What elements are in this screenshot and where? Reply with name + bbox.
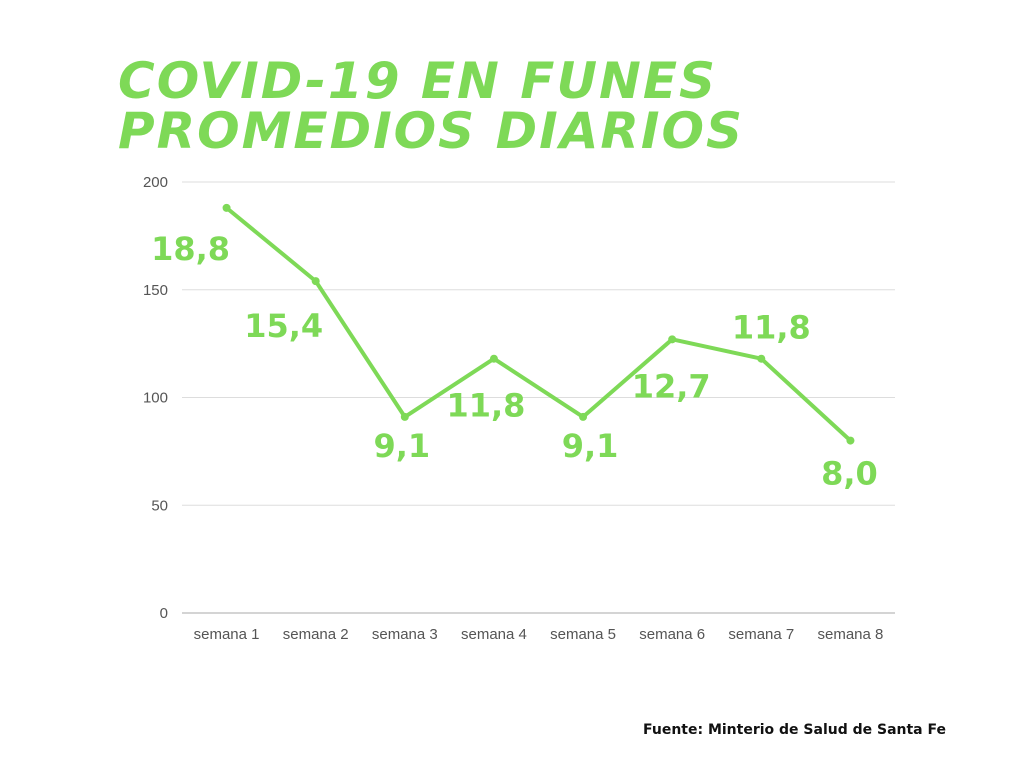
data-label: 15,4 (244, 307, 323, 345)
data-point (668, 335, 677, 344)
x-tick-label: semana 4 (461, 626, 527, 643)
series-line (224, 205, 853, 443)
data-label: 18,8 (151, 230, 230, 268)
data-point (311, 277, 320, 286)
title-line-1: COVID-19 EN FUNES (118, 52, 718, 110)
y-tick-label: 150 (143, 282, 168, 299)
y-tick-label: 0 (160, 605, 168, 622)
series-line-path (224, 205, 853, 443)
y-tick-label: 200 (143, 174, 168, 191)
data-labels: 18,8 15,4 9,1 11,8 9,1 12,7 11,8 8,0 (151, 230, 878, 493)
data-label: 11,8 (732, 309, 811, 347)
data-label: 9,1 (373, 427, 430, 465)
data-label: 11,8 (446, 387, 525, 425)
data-point (400, 412, 409, 421)
x-tick-label: semana 7 (728, 626, 794, 643)
data-points (222, 203, 855, 445)
data-point (222, 203, 231, 212)
grid-lines (182, 181, 895, 614)
data-label: 9,1 (562, 427, 619, 465)
x-tick-label: semana 6 (639, 626, 705, 643)
data-label: 8,0 (821, 455, 878, 493)
y-tick-label: 50 (151, 497, 168, 514)
x-tick-label: semana 2 (283, 626, 349, 643)
x-axis-ticks: semana 1 semana 2 semana 3 semana 4 semana 5… (194, 626, 884, 643)
x-tick-label: semana 1 (194, 626, 260, 643)
data-point (579, 412, 588, 421)
data-point (846, 436, 855, 445)
data-point (489, 354, 498, 363)
x-tick-label: semana 3 (372, 626, 438, 643)
x-tick-label: semana 5 (550, 626, 616, 643)
x-tick-label: semana 8 (818, 626, 884, 643)
title-line-2: PROMEDIOS DIARIOS (118, 102, 745, 160)
y-tick-label: 100 (143, 390, 168, 407)
y-axis-ticks: 0 50 100 150 200 (143, 174, 168, 622)
data-point (757, 354, 766, 363)
chart-title: COVID-19 EN FUNES PROMEDIOS DIARIOS (118, 56, 744, 156)
data-label: 12,7 (632, 367, 711, 405)
source-note: Fuente: Minterio de Salud de Santa Fe (642, 722, 946, 738)
